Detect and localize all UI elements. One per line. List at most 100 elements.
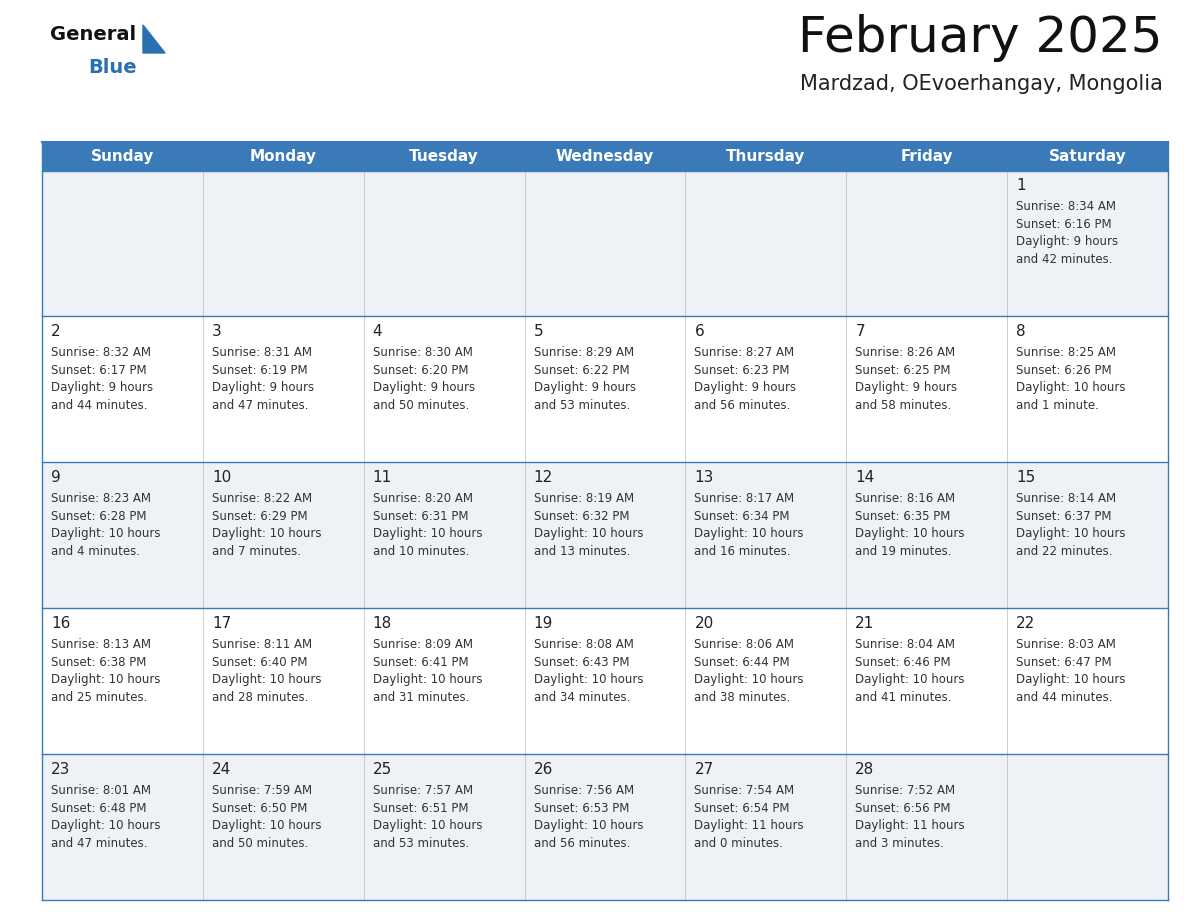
Text: Sunrise: 8:22 AM: Sunrise: 8:22 AM: [211, 492, 312, 505]
Text: Sunset: 6:50 PM: Sunset: 6:50 PM: [211, 801, 308, 814]
Text: Sunset: 6:46 PM: Sunset: 6:46 PM: [855, 655, 950, 668]
Text: 22: 22: [1016, 616, 1036, 632]
Text: Sunset: 6:31 PM: Sunset: 6:31 PM: [373, 509, 468, 522]
Text: Sunrise: 7:59 AM: Sunrise: 7:59 AM: [211, 784, 312, 797]
Text: 9: 9: [51, 470, 61, 486]
Text: Sunset: 6:25 PM: Sunset: 6:25 PM: [855, 364, 950, 377]
Text: 17: 17: [211, 616, 232, 632]
Text: 12: 12: [533, 470, 552, 486]
Text: 25: 25: [373, 762, 392, 778]
Text: Daylight: 10 hours: Daylight: 10 hours: [695, 527, 804, 541]
Text: and 44 minutes.: and 44 minutes.: [51, 399, 147, 412]
Text: Daylight: 10 hours: Daylight: 10 hours: [1016, 527, 1126, 541]
Text: Sunset: 6:48 PM: Sunset: 6:48 PM: [51, 801, 146, 814]
Text: and 56 minutes.: and 56 minutes.: [533, 836, 630, 849]
Text: and 47 minutes.: and 47 minutes.: [211, 399, 309, 412]
Text: Daylight: 10 hours: Daylight: 10 hours: [533, 673, 643, 686]
Text: and 34 minutes.: and 34 minutes.: [533, 690, 630, 704]
Text: Sunrise: 8:04 AM: Sunrise: 8:04 AM: [855, 638, 955, 651]
Text: Sunrise: 8:26 AM: Sunrise: 8:26 AM: [855, 346, 955, 360]
Text: and 1 minute.: and 1 minute.: [1016, 399, 1099, 412]
Text: Sunrise: 8:27 AM: Sunrise: 8:27 AM: [695, 346, 795, 360]
Text: Sunset: 6:56 PM: Sunset: 6:56 PM: [855, 801, 950, 814]
Text: 16: 16: [51, 616, 70, 632]
Text: Sunrise: 8:31 AM: Sunrise: 8:31 AM: [211, 346, 312, 360]
Text: and 4 minutes.: and 4 minutes.: [51, 544, 140, 558]
Text: Sunrise: 8:25 AM: Sunrise: 8:25 AM: [1016, 346, 1117, 360]
Text: and 50 minutes.: and 50 minutes.: [373, 399, 469, 412]
FancyBboxPatch shape: [42, 317, 1168, 463]
Text: Daylight: 11 hours: Daylight: 11 hours: [855, 819, 965, 832]
Text: Sunset: 6:41 PM: Sunset: 6:41 PM: [373, 655, 468, 668]
Text: Sunset: 6:29 PM: Sunset: 6:29 PM: [211, 509, 308, 522]
Text: 28: 28: [855, 762, 874, 778]
Text: and 42 minutes.: and 42 minutes.: [1016, 253, 1113, 266]
Text: Sunrise: 8:23 AM: Sunrise: 8:23 AM: [51, 492, 151, 505]
Text: and 7 minutes.: and 7 minutes.: [211, 544, 301, 558]
Text: February 2025: February 2025: [798, 14, 1163, 62]
Text: Sunset: 6:54 PM: Sunset: 6:54 PM: [695, 801, 790, 814]
Text: Daylight: 10 hours: Daylight: 10 hours: [533, 819, 643, 832]
Text: Sunset: 6:37 PM: Sunset: 6:37 PM: [1016, 509, 1112, 522]
Text: 8: 8: [1016, 324, 1025, 340]
Text: 26: 26: [533, 762, 552, 778]
Text: Sunrise: 7:56 AM: Sunrise: 7:56 AM: [533, 784, 633, 797]
Text: Sunrise: 8:34 AM: Sunrise: 8:34 AM: [1016, 200, 1117, 214]
Text: 21: 21: [855, 616, 874, 632]
Text: 7: 7: [855, 324, 865, 340]
Text: Daylight: 9 hours: Daylight: 9 hours: [533, 381, 636, 395]
Text: Daylight: 10 hours: Daylight: 10 hours: [533, 527, 643, 541]
Text: Friday: Friday: [901, 149, 953, 163]
Text: 20: 20: [695, 616, 714, 632]
Text: Sunrise: 7:57 AM: Sunrise: 7:57 AM: [373, 784, 473, 797]
Text: Sunrise: 8:17 AM: Sunrise: 8:17 AM: [695, 492, 795, 505]
Text: Sunset: 6:32 PM: Sunset: 6:32 PM: [533, 509, 630, 522]
Text: Sunset: 6:38 PM: Sunset: 6:38 PM: [51, 655, 146, 668]
Text: and 31 minutes.: and 31 minutes.: [373, 690, 469, 704]
Text: Sunset: 6:19 PM: Sunset: 6:19 PM: [211, 364, 308, 377]
Text: Sunrise: 8:29 AM: Sunrise: 8:29 AM: [533, 346, 633, 360]
Text: 6: 6: [695, 324, 704, 340]
Text: and 41 minutes.: and 41 minutes.: [855, 690, 952, 704]
Text: Daylight: 9 hours: Daylight: 9 hours: [855, 381, 958, 395]
FancyBboxPatch shape: [42, 142, 1168, 171]
Text: Sunrise: 8:13 AM: Sunrise: 8:13 AM: [51, 638, 151, 651]
Text: Sunrise: 8:19 AM: Sunrise: 8:19 AM: [533, 492, 633, 505]
Text: Daylight: 10 hours: Daylight: 10 hours: [855, 527, 965, 541]
Text: Sunset: 6:47 PM: Sunset: 6:47 PM: [1016, 655, 1112, 668]
Text: Sunrise: 8:06 AM: Sunrise: 8:06 AM: [695, 638, 795, 651]
Text: Sunset: 6:20 PM: Sunset: 6:20 PM: [373, 364, 468, 377]
Text: Daylight: 10 hours: Daylight: 10 hours: [855, 673, 965, 686]
Text: Sunset: 6:53 PM: Sunset: 6:53 PM: [533, 801, 628, 814]
Text: 4: 4: [373, 324, 383, 340]
Text: Sunrise: 8:20 AM: Sunrise: 8:20 AM: [373, 492, 473, 505]
Text: 3: 3: [211, 324, 222, 340]
Text: Sunday: Sunday: [90, 149, 154, 163]
Text: Sunrise: 8:14 AM: Sunrise: 8:14 AM: [1016, 492, 1117, 505]
Text: and 10 minutes.: and 10 minutes.: [373, 544, 469, 558]
Text: 18: 18: [373, 616, 392, 632]
Text: Sunrise: 7:52 AM: Sunrise: 7:52 AM: [855, 784, 955, 797]
Text: Mardzad, OEvoerhangay, Mongolia: Mardzad, OEvoerhangay, Mongolia: [801, 74, 1163, 94]
Text: Sunrise: 8:09 AM: Sunrise: 8:09 AM: [373, 638, 473, 651]
Text: Sunrise: 8:08 AM: Sunrise: 8:08 AM: [533, 638, 633, 651]
Text: Daylight: 9 hours: Daylight: 9 hours: [695, 381, 796, 395]
Text: Sunset: 6:23 PM: Sunset: 6:23 PM: [695, 364, 790, 377]
Text: 15: 15: [1016, 470, 1036, 486]
Text: Daylight: 10 hours: Daylight: 10 hours: [373, 527, 482, 541]
Text: and 58 minutes.: and 58 minutes.: [855, 399, 952, 412]
FancyBboxPatch shape: [42, 754, 1168, 900]
Text: 1: 1: [1016, 178, 1025, 194]
Text: 2: 2: [51, 324, 61, 340]
Text: Sunset: 6:44 PM: Sunset: 6:44 PM: [695, 655, 790, 668]
Text: Daylight: 9 hours: Daylight: 9 hours: [1016, 236, 1118, 249]
Text: Daylight: 9 hours: Daylight: 9 hours: [211, 381, 314, 395]
Text: 5: 5: [533, 324, 543, 340]
Text: Wednesday: Wednesday: [556, 149, 655, 163]
Text: 24: 24: [211, 762, 232, 778]
Text: Sunrise: 7:54 AM: Sunrise: 7:54 AM: [695, 784, 795, 797]
Text: Daylight: 10 hours: Daylight: 10 hours: [211, 673, 322, 686]
Text: Daylight: 10 hours: Daylight: 10 hours: [1016, 381, 1126, 395]
Text: Thursday: Thursday: [726, 149, 805, 163]
Text: Daylight: 10 hours: Daylight: 10 hours: [211, 527, 322, 541]
